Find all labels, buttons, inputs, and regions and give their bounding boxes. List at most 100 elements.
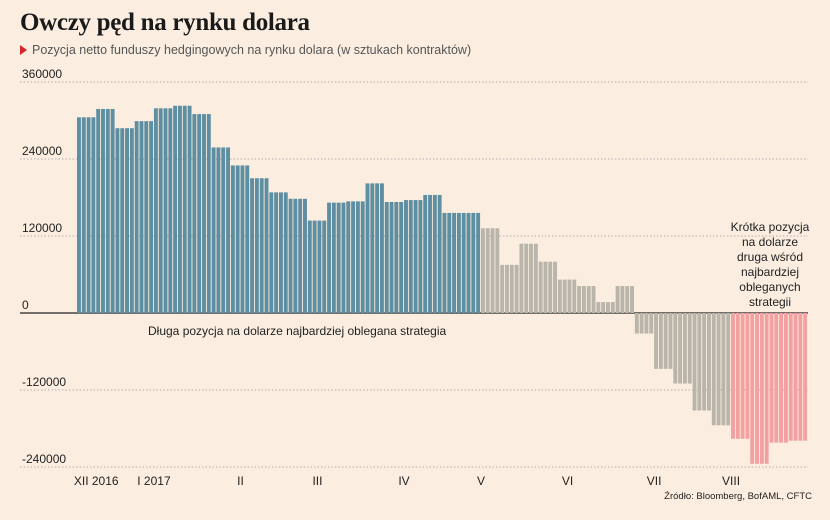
bar	[803, 313, 808, 441]
bar	[755, 313, 760, 464]
bar	[581, 286, 586, 313]
bar	[553, 261, 558, 313]
bar	[235, 165, 240, 313]
bar	[317, 220, 322, 313]
bar	[110, 108, 115, 313]
bar	[567, 279, 572, 313]
bar	[274, 192, 279, 313]
bar	[654, 313, 659, 369]
bar	[139, 121, 144, 314]
bar	[351, 201, 356, 313]
bar	[606, 302, 610, 313]
bar	[134, 121, 139, 314]
bar	[620, 286, 625, 313]
bar	[509, 264, 514, 313]
bar	[375, 183, 380, 313]
bar	[533, 243, 538, 313]
bar	[735, 313, 740, 439]
bar	[687, 313, 692, 384]
bar	[245, 165, 250, 313]
bar	[399, 201, 404, 313]
x-tick-label: II	[237, 474, 244, 488]
y-tick-label: 360000	[22, 67, 62, 81]
annotation-line: na dolarze	[742, 235, 798, 249]
bar	[514, 264, 519, 313]
bar	[572, 279, 577, 313]
bar	[254, 178, 259, 313]
bar	[101, 108, 105, 313]
bar	[707, 313, 711, 411]
bar	[649, 313, 654, 334]
bar	[418, 200, 423, 313]
x-tick-label: XII 2016	[74, 474, 119, 488]
bar	[384, 201, 389, 313]
x-tick-label: VII	[647, 474, 662, 488]
bar	[120, 128, 125, 313]
bar	[456, 212, 461, 313]
bar	[336, 202, 341, 313]
bar	[452, 212, 457, 313]
bar	[115, 128, 120, 313]
y-tick-label: 240000	[22, 144, 62, 158]
bar	[793, 313, 798, 441]
bar	[774, 313, 779, 443]
bar	[437, 194, 442, 313]
bar	[731, 313, 735, 439]
bar	[259, 178, 264, 313]
bar	[404, 200, 408, 313]
bar	[505, 264, 509, 313]
bar	[750, 313, 755, 464]
bar	[428, 194, 432, 313]
y-tick-label: 120000	[22, 221, 62, 235]
bar	[721, 313, 726, 426]
bar	[745, 313, 750, 439]
bar	[577, 286, 582, 313]
bar	[543, 261, 548, 313]
x-tick-label: IV	[398, 474, 409, 488]
bar	[442, 212, 447, 313]
bar	[716, 313, 721, 426]
bar	[250, 178, 255, 313]
bar	[476, 212, 481, 313]
bar	[668, 313, 673, 369]
bar	[586, 286, 591, 313]
bar	[500, 264, 505, 313]
chart-title: Owczy pęd na rynku dolara	[20, 9, 310, 36]
bar	[769, 313, 774, 443]
bar	[702, 313, 707, 411]
bar	[591, 286, 596, 313]
bar	[379, 183, 384, 313]
bar	[370, 183, 375, 313]
bar	[182, 105, 187, 313]
bar	[230, 165, 235, 313]
annotation-line: Krótka pozycja	[731, 220, 810, 234]
bar	[697, 313, 702, 411]
bar	[798, 313, 803, 441]
bar	[524, 243, 529, 313]
bar	[764, 313, 769, 464]
bar	[158, 108, 163, 313]
y-tick-label: -120000	[22, 375, 66, 389]
bar	[283, 192, 288, 313]
bar	[779, 313, 784, 443]
bar	[394, 201, 399, 313]
short-position-annotation: Krótka pozycja na dolarze druga wśród najba…	[731, 220, 810, 309]
annotation-line: strategii	[749, 295, 791, 309]
bar	[105, 108, 110, 313]
bar	[480, 228, 485, 313]
bar	[81, 117, 86, 314]
x-tick-label: V	[477, 474, 485, 488]
bar	[211, 147, 216, 313]
bar	[673, 313, 678, 384]
bar	[432, 194, 437, 313]
x-tick-label: VI	[562, 474, 573, 488]
bar	[129, 128, 134, 313]
annotation-line: najbardziej	[741, 265, 799, 279]
x-axis-labels: XII 2016 I 2017 II III IV V VI VII VIII	[74, 474, 740, 488]
bar	[759, 313, 764, 464]
bar	[298, 198, 303, 313]
chart-subtitle: Pozycja netto funduszy hedgingowych na r…	[20, 43, 471, 57]
bar	[331, 202, 336, 313]
bar	[538, 261, 543, 313]
